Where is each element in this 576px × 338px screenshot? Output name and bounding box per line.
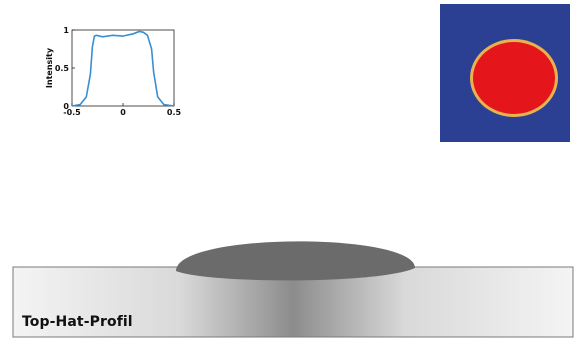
y-tick-label: 0.5: [55, 64, 70, 73]
y-tick-label: 1: [63, 26, 69, 35]
series-line-intensity: [71, 30, 175, 107]
x-tick-label: 0.5: [167, 108, 182, 117]
y-axis-label: Intensity: [45, 47, 54, 88]
x-tick-label: 0: [120, 108, 126, 117]
droplet: [176, 241, 415, 281]
beam-spot-image: [440, 4, 570, 142]
beam-spot-fill: [473, 42, 555, 114]
profile-caption: Top-Hat-Profil: [22, 314, 133, 330]
x-tick-label: -0.5: [63, 108, 81, 117]
y-tick-label: 0: [63, 102, 69, 111]
